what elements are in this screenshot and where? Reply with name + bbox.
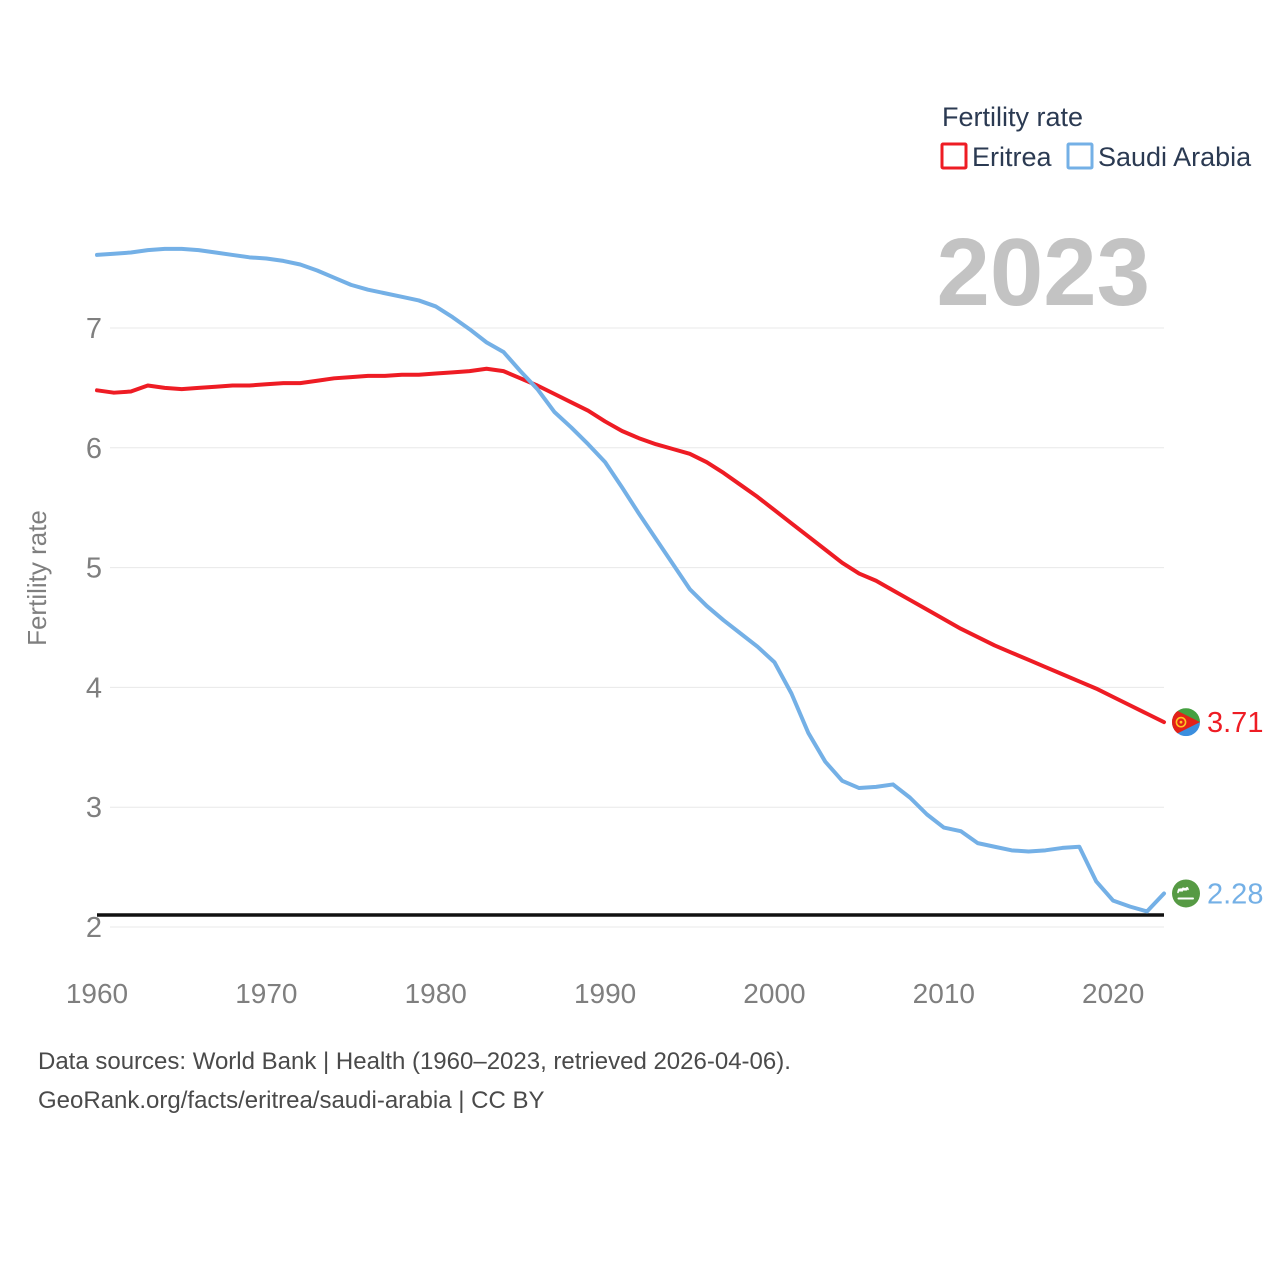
series-line-eritrea bbox=[95, 366, 1166, 725]
x-tick-label: 1970 bbox=[235, 978, 297, 1009]
year-watermark: 2023 bbox=[936, 219, 1150, 326]
legend-title: Fertility rate bbox=[942, 102, 1083, 132]
y-axis-tick-labels: 2 3 4 5 6 7 bbox=[86, 313, 102, 944]
y-tick-label: 4 bbox=[86, 672, 102, 704]
x-tick-label: 2020 bbox=[1082, 978, 1144, 1009]
y-tick-label: 2 bbox=[86, 912, 102, 944]
saudi-arabia-flag-icon bbox=[1171, 878, 1201, 909]
gridlines bbox=[110, 327, 1164, 928]
eritrea-swatch-icon[interactable] bbox=[940, 142, 968, 170]
x-tick-label: 1960 bbox=[66, 978, 128, 1009]
data-sources-text: Data sources: World Bank | Health (1960–… bbox=[38, 1048, 791, 1075]
eritrea-end-value: 3.71 bbox=[1207, 707, 1263, 739]
eritrea-flag-icon bbox=[1171, 707, 1201, 738]
y-axis-title: Fertility rate bbox=[22, 510, 52, 646]
y-tick-label: 6 bbox=[86, 433, 102, 465]
x-tick-label: 2010 bbox=[913, 978, 975, 1009]
x-tick-label: 2000 bbox=[743, 978, 805, 1009]
x-axis-tick-labels: 1960 1970 1980 1990 2000 2010 2020 bbox=[66, 978, 1144, 1009]
x-tick-label: 1980 bbox=[405, 978, 467, 1009]
y-tick-label: 3 bbox=[86, 792, 102, 824]
legend-item-saudi-arabia[interactable]: Saudi Arabia bbox=[1066, 142, 1252, 172]
saudi-arabia-end-value: 2.28 bbox=[1207, 878, 1263, 910]
legend: Fertility rate Eritrea Saudi Arabia bbox=[940, 102, 1252, 172]
series-line-saudi-arabia bbox=[95, 246, 1166, 914]
legend-item-eritrea[interactable]: Eritrea bbox=[940, 142, 1053, 172]
series-lines bbox=[95, 246, 1166, 914]
saudi-arabia-swatch-icon[interactable] bbox=[1066, 142, 1094, 170]
legend-label-eritrea[interactable]: Eritrea bbox=[972, 142, 1053, 172]
y-tick-label: 5 bbox=[86, 553, 102, 585]
x-tick-label: 1990 bbox=[574, 978, 636, 1009]
legend-label-saudi-arabia[interactable]: Saudi Arabia bbox=[1098, 142, 1252, 172]
attribution-link-text: GeoRank.org/facts/eritrea/saudi-arabia |… bbox=[38, 1087, 544, 1114]
y-tick-label: 7 bbox=[86, 313, 102, 345]
